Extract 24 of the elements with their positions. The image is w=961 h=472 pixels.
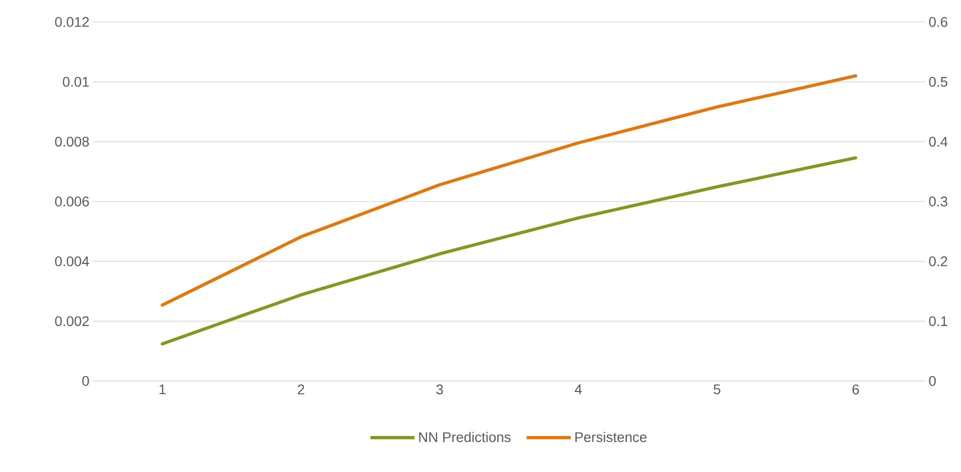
y-tick-label: 0.006 xyxy=(55,196,89,206)
y2-tick-label: 0.2 xyxy=(929,256,948,266)
x-tick-label: 6 xyxy=(852,384,859,394)
line-series xyxy=(160,74,858,307)
y2-tick-label: 0.4 xyxy=(929,136,948,147)
y2-tick-label: 0 xyxy=(929,376,936,386)
legend-label: Persistence xyxy=(575,432,647,442)
x-tick-label: 3 xyxy=(436,384,443,394)
x-tick-label: 1 xyxy=(160,384,166,394)
x-tick-label: 2 xyxy=(298,384,304,394)
y-tick-label: 0 xyxy=(82,376,89,386)
x-tick-label: 5 xyxy=(714,384,720,394)
y-tick-label: 0.004 xyxy=(55,256,90,266)
y2-tick-label: 0.6 xyxy=(929,17,948,27)
line-series xyxy=(160,156,858,346)
y-tick-label: 0.01 xyxy=(62,76,89,87)
y2-tick-label: 0.3 xyxy=(929,196,948,206)
y-tick-label: 0.012 xyxy=(55,17,89,27)
y-tick-label: 0.002 xyxy=(55,316,89,326)
y2-tick-label: 0.1 xyxy=(929,316,948,326)
y-tick-label: 0.008 xyxy=(55,136,89,147)
y2-tick-label: 0.5 xyxy=(929,76,948,87)
legend-label: NN Predictions xyxy=(419,432,511,442)
x-tick-label: 4 xyxy=(574,384,582,394)
